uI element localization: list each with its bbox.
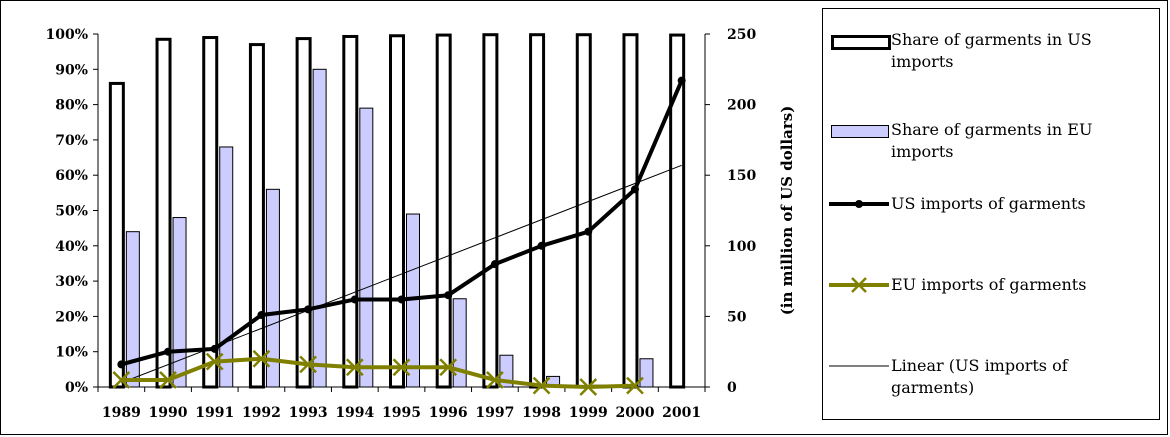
bar-us-share xyxy=(529,33,546,389)
bar-eu-share xyxy=(172,217,187,388)
line-eu-imports xyxy=(121,356,636,389)
legend-swatch-trendline xyxy=(829,355,891,377)
point-eu-imports xyxy=(626,376,644,395)
bar-us-share xyxy=(248,43,265,389)
legend-swatch-us-imports xyxy=(829,193,891,215)
point-eu-imports xyxy=(205,352,224,371)
x-axis-tick-label: 2001 xyxy=(662,405,701,421)
right-axis-tick-label: 0 xyxy=(727,380,737,396)
left-axis-tick-label: 10% xyxy=(55,345,88,361)
point-us-imports xyxy=(117,360,126,369)
left-axis-tick-label: 90% xyxy=(55,62,88,78)
legend-swatch-eu-imports xyxy=(829,274,891,296)
bar-us-share xyxy=(295,37,312,389)
bar-us-share xyxy=(482,33,499,389)
point-us-imports xyxy=(210,344,219,353)
chart-legend: Share of garments in US imports Share of… xyxy=(822,8,1160,420)
left-axis-tick-label: 100% xyxy=(45,27,88,43)
point-eu-imports xyxy=(345,358,364,377)
bar-us-share xyxy=(575,33,592,389)
legend-label-eu-imports: EU imports of garments xyxy=(891,275,1087,294)
x-axis-tick-label: 1997 xyxy=(475,405,514,421)
bar-eu-share xyxy=(125,231,140,388)
point-eu-imports xyxy=(299,355,317,374)
left-axis-tick-label: 50% xyxy=(55,204,88,220)
point-us-imports xyxy=(350,295,359,304)
right-axis-tick-label: 100 xyxy=(727,239,756,255)
x-axis-tick-label: 1991 xyxy=(195,405,234,421)
bar-us-share xyxy=(669,33,686,389)
point-us-imports xyxy=(257,310,266,319)
x-axis-tick-label: 1990 xyxy=(149,405,188,421)
point-us-imports xyxy=(490,260,499,269)
point-us-imports xyxy=(537,241,546,250)
left-axis-tick-label: 40% xyxy=(55,239,88,255)
point-eu-imports xyxy=(579,378,598,396)
bar-eu-share xyxy=(312,68,327,388)
point-us-imports xyxy=(397,295,406,304)
point-eu-imports xyxy=(252,349,271,368)
bar-us-share xyxy=(435,33,452,389)
bar-eu-share xyxy=(452,298,467,388)
bar-us-share xyxy=(389,34,405,389)
right-axis-tick-label: 250 xyxy=(727,27,756,43)
bar-us-share xyxy=(108,81,125,389)
point-eu-imports xyxy=(159,371,177,389)
legend-item-us-share: Share of garments in US imports xyxy=(829,29,1146,73)
point-us-imports xyxy=(584,227,593,236)
left-axis-tick-label: 0% xyxy=(65,380,88,396)
point-us-imports xyxy=(630,185,639,194)
point-eu-imports xyxy=(439,358,458,377)
bar-eu-share xyxy=(219,146,234,388)
point-eu-imports xyxy=(532,376,551,395)
right-axis-tick-label: 50 xyxy=(727,309,747,325)
left-axis-tick-label: 60% xyxy=(55,168,88,184)
point-eu-imports xyxy=(486,371,504,389)
point-us-imports xyxy=(677,76,686,85)
bar-us-share xyxy=(622,33,639,389)
right-axis-tick-label: 150 xyxy=(727,168,756,184)
bar-eu-share xyxy=(359,107,374,388)
point-us-imports xyxy=(304,305,313,314)
legend-item-eu-imports: EU imports of garments xyxy=(829,274,1146,296)
x-axis-tick-label: 2000 xyxy=(615,405,654,421)
legend-item-trendline: Linear (US imports of garments) xyxy=(829,355,1146,399)
legend-label-us-share: Share of garments in US imports xyxy=(891,30,1092,71)
bar-us-share xyxy=(342,34,359,389)
right-axis-label: (in million of US dollars) xyxy=(778,106,796,316)
legend-swatch-us-share xyxy=(829,29,891,51)
bar-us-share xyxy=(202,36,219,389)
legend-label-eu-share: Share of garments in EU imports xyxy=(891,120,1093,161)
legend-label-us-imports: US imports of garments xyxy=(891,194,1086,213)
x-axis-tick-label: 1992 xyxy=(242,405,281,421)
right-axis-tick-label: 200 xyxy=(727,98,756,114)
x-axis-tick-label: 1989 xyxy=(102,405,141,421)
bar-eu-share xyxy=(639,358,654,388)
legend-item-us-imports: US imports of garments xyxy=(829,193,1146,215)
x-axis-tick-label: 1998 xyxy=(522,405,561,421)
point-eu-imports xyxy=(392,358,411,377)
legend-item-eu-share: Share of garments in EU imports xyxy=(829,119,1146,163)
point-eu-imports xyxy=(112,371,131,389)
x-axis-tick-label: 1993 xyxy=(289,405,328,421)
x-axis-tick-label: 1994 xyxy=(335,405,374,421)
x-axis-tick-label: 1995 xyxy=(382,405,421,421)
x-axis-tick-label: 1999 xyxy=(569,405,608,421)
left-axis-tick-label: 70% xyxy=(55,133,88,149)
bar-us-share xyxy=(155,37,172,389)
legend-swatch-eu-share xyxy=(829,119,891,141)
left-axis-tick-label: 20% xyxy=(55,309,88,325)
point-us-imports xyxy=(444,291,453,300)
point-us-imports xyxy=(164,347,173,356)
left-axis-tick-label: 30% xyxy=(55,274,88,290)
x-axis-tick-label: 1996 xyxy=(429,405,468,421)
chart-plot: 0% 10% 20% 30% 40% 50% 60% 70% 80% 90% 100% 0 50 100 1… xyxy=(45,27,796,421)
legend-label-trendline: Linear (US imports of garments) xyxy=(891,356,1068,397)
bar-eu-share xyxy=(265,188,280,388)
left-axis-tick-label: 80% xyxy=(55,98,88,114)
